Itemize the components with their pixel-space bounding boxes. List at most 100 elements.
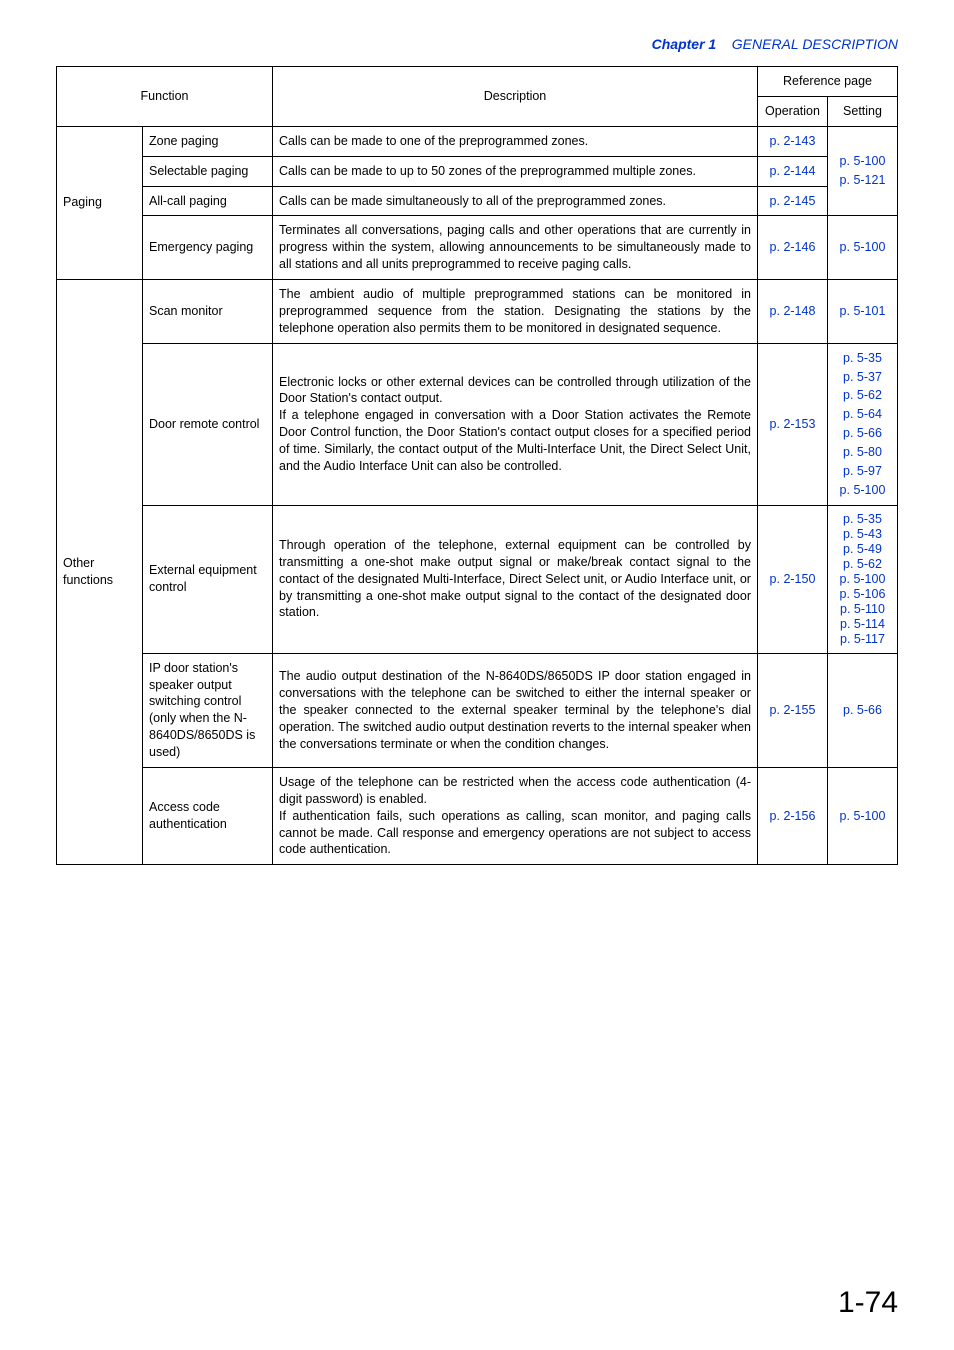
page-link[interactable]: p. 5-100 <box>834 153 891 170</box>
page-link[interactable]: p. 2-144 <box>764 163 821 180</box>
setting-cell: p. 5-35p. 5-43p. 5-49p. 5-62p. 5-100p. 5… <box>827 505 897 653</box>
page-link[interactable]: p. 2-156 <box>764 808 821 825</box>
page-link[interactable]: p. 5-100 <box>834 808 891 825</box>
operation-cell: p. 2-145 <box>757 186 827 216</box>
page-link[interactable]: p. 5-66 <box>834 425 891 442</box>
chapter-label: Chapter 1 <box>652 36 717 52</box>
description-cell: The ambient audio of multiple preprogram… <box>273 280 758 344</box>
link-stack: p. 5-100 <box>834 808 891 825</box>
page-link[interactable]: p. 5-101 <box>834 303 891 320</box>
link-stack: p. 2-155 <box>764 702 821 719</box>
function-cell: Selectable paging <box>143 156 273 186</box>
operation-cell: p. 2-156 <box>757 767 827 864</box>
page-link[interactable]: p. 2-143 <box>764 133 821 150</box>
page-link[interactable]: p. 5-80 <box>834 444 891 461</box>
page-link[interactable]: p. 5-64 <box>834 406 891 423</box>
chapter-spacer <box>720 36 728 52</box>
table-head: Function Description Reference page Oper… <box>57 67 898 127</box>
operation-cell: p. 2-155 <box>757 653 827 767</box>
table-row: IP door station's speaker output switchi… <box>57 653 898 767</box>
table-body: PagingZone pagingCalls can be made to on… <box>57 126 898 865</box>
description-cell: Electronic locks or other external devic… <box>273 343 758 505</box>
setting-cell: p. 5-100 <box>827 767 897 864</box>
th-description: Description <box>273 67 758 127</box>
page-link[interactable]: p. 5-37 <box>834 369 891 386</box>
function-cell: Emergency paging <box>143 216 273 280</box>
link-stack: p. 2-144 <box>764 163 821 180</box>
description-cell: Usage of the telephone can be restricted… <box>273 767 758 864</box>
page-link[interactable]: p. 5-114 <box>834 617 891 632</box>
function-table: Function Description Reference page Oper… <box>56 66 898 865</box>
page-link[interactable]: p. 2-150 <box>764 571 821 588</box>
page-link[interactable]: p. 5-66 <box>834 702 891 719</box>
description-cell: The audio output destination of the N-86… <box>273 653 758 767</box>
page-link[interactable]: p. 5-100 <box>834 572 891 587</box>
link-stack: p. 5-35 p. 5-37p. 5-62 p. 5-64 p. 5-66 p. 5-… <box>834 350 891 499</box>
description-cell: Calls can be made to one of the preprogr… <box>273 126 758 156</box>
link-stack: p. 5-101 <box>834 303 891 320</box>
page-link[interactable]: p. 2-148 <box>764 303 821 320</box>
operation-cell: p. 2-144 <box>757 156 827 186</box>
page-link[interactable]: p. 2-153 <box>764 416 821 433</box>
function-cell: IP door station's speaker output switchi… <box>143 653 273 767</box>
th-operation: Operation <box>757 96 827 126</box>
operation-cell: p. 2-153 <box>757 343 827 505</box>
page-link[interactable]: p. 5-106 <box>834 587 891 602</box>
link-stack: p. 2-145 <box>764 193 821 210</box>
th-reference-page: Reference page <box>757 67 897 97</box>
table-row: Selectable pagingCalls can be made to up… <box>57 156 898 186</box>
chapter-title: GENERAL DESCRIPTION <box>732 36 898 52</box>
page-link[interactable]: p. 5-110 <box>834 602 891 617</box>
page-number: 1-74 <box>838 1286 898 1320</box>
table-row: Door remote controlElectronic locks or o… <box>57 343 898 505</box>
link-stack: p. 5-100 <box>834 239 891 256</box>
page-link[interactable]: p. 5-100 <box>834 239 891 256</box>
operation-cell: p. 2-150 <box>757 505 827 653</box>
table-row: All-call pagingCalls can be made simulta… <box>57 186 898 216</box>
function-cell: Zone paging <box>143 126 273 156</box>
link-stack: p. 2-148 <box>764 303 821 320</box>
setting-cell: p. 5-35 p. 5-37p. 5-62 p. 5-64 p. 5-66 p. 5-… <box>827 343 897 505</box>
page-link[interactable]: p. 5-100 <box>834 482 891 499</box>
page-link[interactable]: p. 5-121 <box>834 172 891 189</box>
page-link[interactable]: p. 2-155 <box>764 702 821 719</box>
table-row: Access code authenticationUsage of the t… <box>57 767 898 864</box>
link-stack: p. 2-153 <box>764 416 821 433</box>
th-setting: Setting <box>827 96 897 126</box>
page-link[interactable]: p. 5-35 <box>834 350 891 367</box>
operation-cell: p. 2-146 <box>757 216 827 280</box>
chapter-header: Chapter 1 GENERAL DESCRIPTION <box>56 36 898 52</box>
setting-cell: p. 5-100 p. 5-121 <box>827 126 897 216</box>
link-stack: p. 5-100 p. 5-121 <box>834 153 891 189</box>
operation-cell: p. 2-143 <box>757 126 827 156</box>
operation-cell: p. 2-148 <box>757 280 827 344</box>
link-stack: p. 2-146 <box>764 239 821 256</box>
page-link[interactable]: p. 5-43 <box>834 527 891 542</box>
description-cell: Calls can be made simultaneously to all … <box>273 186 758 216</box>
page-link[interactable]: p. 2-145 <box>764 193 821 210</box>
page: Chapter 1 GENERAL DESCRIPTION Function D… <box>0 0 954 1350</box>
link-stack: p. 2-143 <box>764 133 821 150</box>
page-link[interactable]: p. 5-49 <box>834 542 891 557</box>
description-cell: Through operation of the telephone, exte… <box>273 505 758 653</box>
description-cell: Terminates all conversations, paging cal… <box>273 216 758 280</box>
link-stack: p. 5-35p. 5-43p. 5-49p. 5-62p. 5-100p. 5… <box>834 512 891 647</box>
function-cell: Scan monitor <box>143 280 273 344</box>
group-cell: Other functions <box>57 280 143 865</box>
link-stack: p. 2-156 <box>764 808 821 825</box>
page-link[interactable]: p. 5-97 <box>834 463 891 480</box>
function-cell: Door remote control <box>143 343 273 505</box>
link-stack: p. 5-66 <box>834 702 891 719</box>
function-cell: External equipment control <box>143 505 273 653</box>
page-link[interactable]: p. 5-62 <box>834 557 891 572</box>
page-link[interactable]: p. 5-117 <box>834 632 891 647</box>
th-function: Function <box>57 67 273 127</box>
page-link[interactable]: p. 5-35 <box>834 512 891 527</box>
link-stack: p. 2-150 <box>764 571 821 588</box>
page-link[interactable]: p. 5-62 <box>834 387 891 404</box>
page-link[interactable]: p. 2-146 <box>764 239 821 256</box>
table-row: External equipment controlThrough operat… <box>57 505 898 653</box>
description-cell: Calls can be made to up to 50 zones of t… <box>273 156 758 186</box>
table-row: PagingZone pagingCalls can be made to on… <box>57 126 898 156</box>
setting-cell: p. 5-66 <box>827 653 897 767</box>
